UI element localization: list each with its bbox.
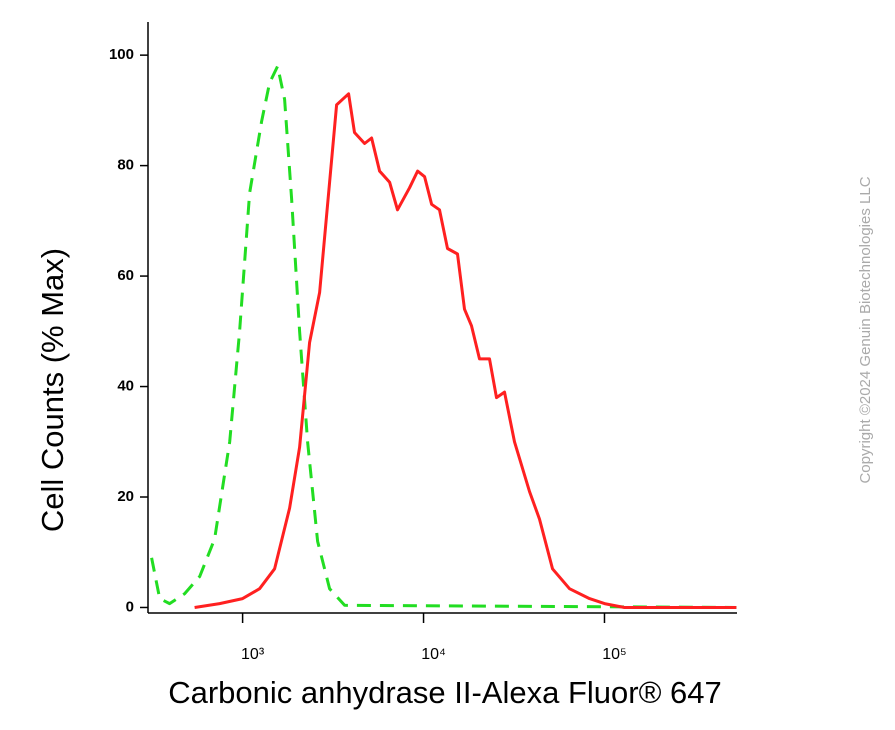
y-tick-label: 60	[117, 267, 134, 284]
x-axis-label: Carbonic anhydrase II-Alexa Fluor® 647	[168, 675, 722, 710]
y-tick-label: 100	[109, 46, 134, 63]
x-tick-label: 10⁴	[421, 646, 446, 663]
series-line	[194, 92, 737, 609]
y-tick-label: 80	[117, 157, 134, 174]
watermark: Copyright ©2024 Genuin Biotechnologies L…	[857, 176, 874, 483]
series-line	[150, 64, 737, 609]
x-tick-label: 10⁵	[602, 646, 626, 663]
y-tick-label: 20	[117, 488, 134, 505]
x-tick-label: 10³	[241, 646, 265, 663]
y-tick-label: 0	[126, 598, 134, 615]
y-tick-label: 40	[117, 378, 134, 395]
y-axis-label: Cell Counts (% Max)	[35, 248, 70, 532]
